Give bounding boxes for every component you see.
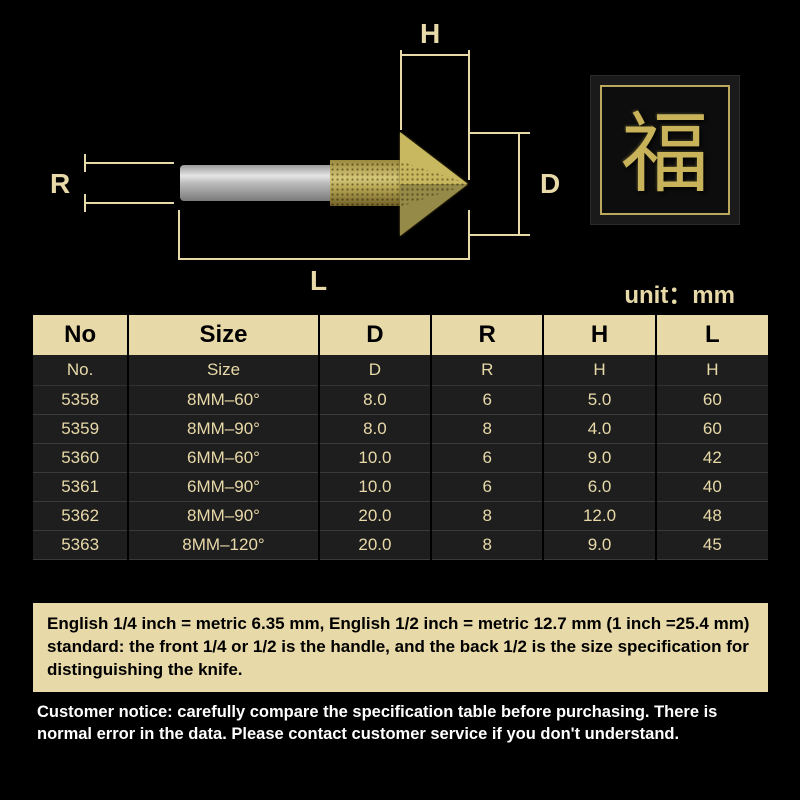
table-row: 53606MM–60°10.069.042 bbox=[33, 443, 768, 472]
table-cell: 5360 bbox=[33, 443, 128, 472]
sub-l: H bbox=[656, 355, 768, 385]
table-cell: 8MM–60° bbox=[128, 385, 319, 414]
table-row: 53588MM–60°8.065.060 bbox=[33, 385, 768, 414]
table-row: 53616MM–90°10.066.040 bbox=[33, 472, 768, 501]
table-cell: 20.0 bbox=[319, 501, 431, 530]
dim-label-L: L bbox=[310, 265, 327, 297]
dim-label-R: R bbox=[50, 168, 70, 200]
th-l: L bbox=[656, 315, 768, 355]
sub-h: H bbox=[543, 355, 655, 385]
th-r: R bbox=[431, 315, 543, 355]
table-cell: 9.0 bbox=[543, 530, 655, 559]
dim-line bbox=[470, 234, 530, 236]
sub-d: D bbox=[319, 355, 431, 385]
diagram-area: R L H D bbox=[70, 50, 570, 270]
dim-line bbox=[178, 258, 470, 260]
table-cell: 10.0 bbox=[319, 472, 431, 501]
table-cell: 6 bbox=[431, 385, 543, 414]
table-row: 53638MM–120°20.089.045 bbox=[33, 530, 768, 559]
table-cell: 60 bbox=[656, 414, 768, 443]
table-cell: 6 bbox=[431, 443, 543, 472]
table-cell: 5362 bbox=[33, 501, 128, 530]
table-cell: 8 bbox=[431, 530, 543, 559]
fu-character: 福 bbox=[621, 83, 709, 210]
th-h: H bbox=[543, 315, 655, 355]
table-cell: 48 bbox=[656, 501, 768, 530]
table-cell: 12.0 bbox=[543, 501, 655, 530]
dim-line bbox=[470, 132, 530, 134]
table-cell: 6MM–90° bbox=[128, 472, 319, 501]
table-cell: 8 bbox=[431, 414, 543, 443]
dim-tick bbox=[518, 132, 520, 236]
table-cell: 6MM–60° bbox=[128, 443, 319, 472]
table-header-sub: No. Size D R H H bbox=[33, 355, 768, 385]
unit-label: unit：mm bbox=[624, 275, 735, 310]
table-cell: 4.0 bbox=[543, 414, 655, 443]
table-cell: 8 bbox=[431, 501, 543, 530]
table-cell: 8MM–90° bbox=[128, 501, 319, 530]
customer-notice: Customer notice: carefully compare the s… bbox=[33, 695, 768, 752]
badge-frame: 福 bbox=[600, 85, 730, 215]
table-cell: 6.0 bbox=[543, 472, 655, 501]
table-cell: 10.0 bbox=[319, 443, 431, 472]
table-cell: 8.0 bbox=[319, 385, 431, 414]
table-row: 53628MM–90°20.0812.048 bbox=[33, 501, 768, 530]
badge-corner bbox=[706, 191, 730, 215]
table-cell: 5358 bbox=[33, 385, 128, 414]
th-d: D bbox=[319, 315, 431, 355]
th-size: Size bbox=[128, 315, 319, 355]
spec-table: No Size D R H L No. Size D R H H 53588MM… bbox=[33, 315, 768, 560]
table-cell: 5359 bbox=[33, 414, 128, 443]
table-cell: 8.0 bbox=[319, 414, 431, 443]
sub-size: Size bbox=[128, 355, 319, 385]
dim-label-H: H bbox=[420, 18, 440, 50]
sub-no: No. bbox=[33, 355, 128, 385]
table-cell: 45 bbox=[656, 530, 768, 559]
dim-line bbox=[84, 202, 174, 204]
table-cell: 8MM–90° bbox=[128, 414, 319, 443]
dim-line bbox=[400, 54, 470, 56]
table-cell: 9.0 bbox=[543, 443, 655, 472]
dim-line bbox=[84, 162, 174, 164]
fu-badge: 福 bbox=[590, 75, 740, 225]
dim-tick bbox=[84, 194, 86, 212]
dim-label-D: D bbox=[540, 168, 560, 200]
bit-shank bbox=[180, 165, 335, 201]
conversion-note: English 1/4 inch = metric 6.35 mm, Engli… bbox=[33, 603, 768, 692]
table-cell: 42 bbox=[656, 443, 768, 472]
table-cell: 8MM–120° bbox=[128, 530, 319, 559]
dim-tick bbox=[84, 154, 86, 172]
dim-tick bbox=[178, 210, 180, 260]
table-cell: 5.0 bbox=[543, 385, 655, 414]
table-cell: 60 bbox=[656, 385, 768, 414]
table-cell: 40 bbox=[656, 472, 768, 501]
dim-tick bbox=[468, 50, 470, 180]
table-cell: 5361 bbox=[33, 472, 128, 501]
th-no: No bbox=[33, 315, 128, 355]
table-cell: 20.0 bbox=[319, 530, 431, 559]
badge-corner bbox=[706, 85, 730, 109]
sub-r: R bbox=[431, 355, 543, 385]
table-cell: 5363 bbox=[33, 530, 128, 559]
table-header-main: No Size D R H L bbox=[33, 315, 768, 355]
table-row: 53598MM–90°8.084.060 bbox=[33, 414, 768, 443]
table-cell: 6 bbox=[431, 472, 543, 501]
dim-tick bbox=[400, 50, 402, 130]
